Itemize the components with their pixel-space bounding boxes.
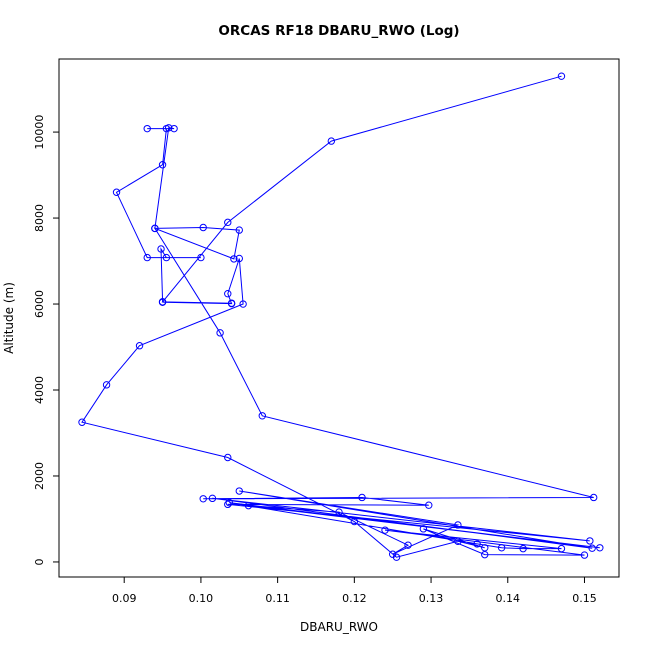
- x-tick-label: 0.11: [265, 592, 290, 605]
- data-point: [580, 551, 589, 559]
- data-point: [235, 226, 243, 234]
- data-point: [419, 525, 428, 533]
- y-tick-label: 4000: [33, 376, 46, 404]
- x-axis-label: DBARU_RWO: [300, 620, 378, 634]
- data-point: [135, 342, 144, 350]
- data-point: [158, 298, 167, 307]
- data-point: [216, 329, 224, 337]
- data-point: [557, 72, 566, 80]
- y-tick-label: 8000: [33, 204, 46, 232]
- y-tick-label: 6000: [33, 290, 46, 318]
- data-point: [224, 218, 232, 227]
- data-point: [162, 253, 171, 262]
- data-point: [596, 544, 604, 552]
- data-point: [225, 498, 234, 507]
- data-point: [404, 541, 412, 549]
- data-point: [157, 245, 165, 253]
- data-point: [224, 290, 232, 298]
- data-point: [112, 188, 121, 196]
- data-point: [208, 494, 217, 503]
- x-tick-label: 0.15: [572, 592, 597, 605]
- data-point: [143, 253, 151, 262]
- data-point: [586, 537, 594, 545]
- data-point: [454, 521, 462, 529]
- data-point: [481, 544, 489, 552]
- y-tick-label: 0: [33, 558, 46, 565]
- data-point: [164, 124, 173, 132]
- data-point: [78, 418, 86, 426]
- data-point: [519, 544, 527, 553]
- data-point: [235, 487, 243, 495]
- x-axis: 0.09 0.10 0.11 0.12 0.13 0.14 0.15: [112, 577, 597, 605]
- data-point: [258, 412, 266, 420]
- data-point: [224, 500, 232, 509]
- chart-title: ORCAS RF18 DBARU_RWO (Log): [218, 23, 459, 39]
- x-tick-label: 0.10: [189, 592, 214, 605]
- data-point: [454, 537, 462, 546]
- data-point: [473, 540, 481, 548]
- x-tick-label: 0.12: [342, 592, 367, 605]
- series-layer: [78, 72, 604, 561]
- y-axis-label: Altitude (m): [2, 282, 16, 354]
- data-point: [197, 253, 205, 262]
- y-axis: 0 2000 4000 6000 8000 10000: [33, 115, 59, 565]
- data-point: [158, 161, 167, 169]
- data-point: [381, 526, 389, 534]
- series-line: [81, 75, 600, 558]
- data-point: [224, 453, 232, 462]
- data-point: [588, 544, 596, 552]
- data-point: [244, 501, 253, 510]
- y-tick-label: 2000: [33, 462, 46, 490]
- data-point: [350, 517, 359, 526]
- data-point: [392, 553, 401, 561]
- data-point: [497, 544, 506, 552]
- data-point: [589, 493, 598, 502]
- data-point: [102, 381, 111, 389]
- data-point: [143, 124, 151, 133]
- data-point: [151, 224, 159, 233]
- x-tick-label: 0.14: [496, 592, 521, 605]
- data-point: [327, 137, 336, 145]
- data-point: [425, 501, 433, 509]
- data-point: [557, 544, 566, 553]
- x-tick-label: 0.09: [112, 592, 137, 605]
- data-point: [239, 300, 247, 308]
- data-point: [199, 495, 207, 503]
- data-point: [335, 508, 343, 516]
- data-point: [227, 299, 236, 308]
- x-tick-label: 0.13: [419, 592, 444, 605]
- data-point: [358, 493, 366, 502]
- data-point: [170, 124, 178, 133]
- data-point: [199, 223, 207, 232]
- data-point: [235, 254, 243, 263]
- y-tick-label: 10000: [33, 115, 46, 150]
- plot-area: [58, 58, 620, 578]
- data-point: [230, 255, 238, 263]
